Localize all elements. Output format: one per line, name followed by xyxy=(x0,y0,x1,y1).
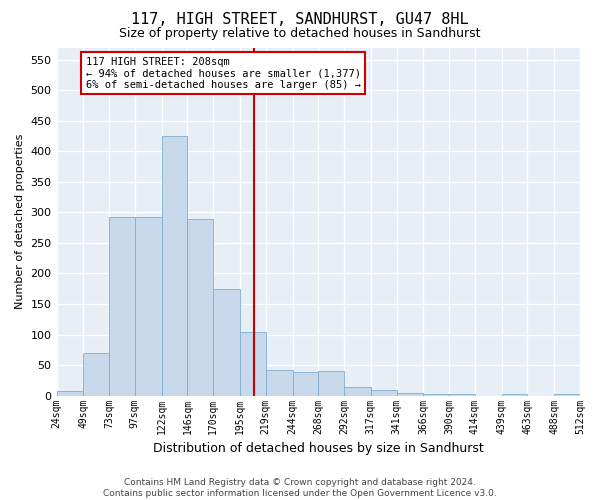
Text: Contains HM Land Registry data © Crown copyright and database right 2024.
Contai: Contains HM Land Registry data © Crown c… xyxy=(103,478,497,498)
Bar xyxy=(213,289,240,396)
Bar xyxy=(161,136,187,396)
X-axis label: Distribution of detached houses by size in Sandhurst: Distribution of detached houses by size … xyxy=(153,442,484,455)
Text: 117, HIGH STREET, SANDHURST, GU47 8HL: 117, HIGH STREET, SANDHURST, GU47 8HL xyxy=(131,12,469,28)
Bar xyxy=(397,392,424,396)
Bar xyxy=(424,394,449,396)
Bar xyxy=(371,390,397,396)
Bar xyxy=(187,218,213,396)
Bar xyxy=(293,372,318,396)
Text: 117 HIGH STREET: 208sqm
← 94% of detached houses are smaller (1,377)
6% of semi-: 117 HIGH STREET: 208sqm ← 94% of detache… xyxy=(86,56,361,90)
Bar xyxy=(135,218,161,396)
Text: Size of property relative to detached houses in Sandhurst: Size of property relative to detached ho… xyxy=(119,28,481,40)
Bar xyxy=(318,371,344,396)
Bar xyxy=(56,391,83,396)
Bar xyxy=(240,332,266,396)
Bar xyxy=(109,218,135,396)
Bar xyxy=(554,394,580,396)
Bar xyxy=(449,394,475,396)
Bar xyxy=(344,387,371,396)
Y-axis label: Number of detached properties: Number of detached properties xyxy=(15,134,25,310)
Bar xyxy=(502,394,527,396)
Bar xyxy=(83,353,109,396)
Bar xyxy=(266,370,293,396)
